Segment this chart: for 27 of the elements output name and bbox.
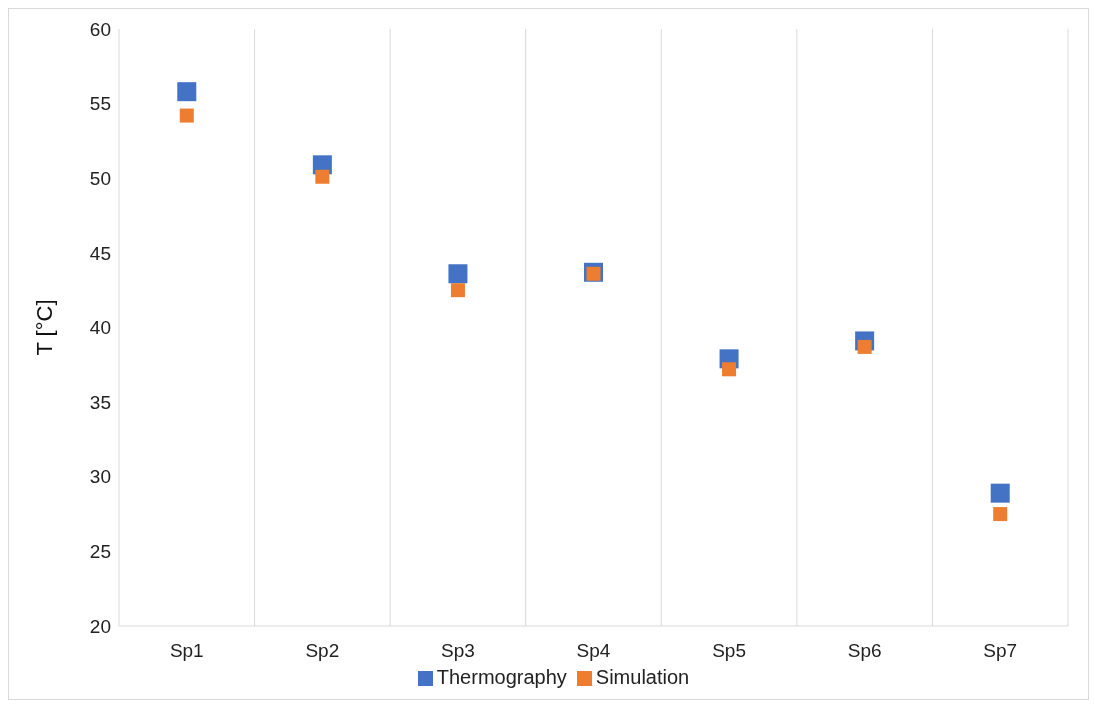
y-tick-label: 55 (89, 93, 111, 115)
y-axis-title: T [°C] (31, 299, 57, 356)
point (315, 169, 330, 184)
y-tick-label: 25 (89, 541, 111, 563)
point (179, 108, 194, 123)
point (722, 362, 737, 377)
legend-label: Thermography (436, 666, 567, 688)
point (993, 507, 1008, 522)
y-tick-label: 30 (89, 466, 111, 488)
legend-label: Simulation (595, 666, 690, 688)
point (177, 82, 197, 102)
point (450, 283, 465, 298)
x-tick-label: Sp6 (847, 640, 882, 662)
x-tick-label: Sp3 (441, 640, 475, 662)
x-tick-label: Sp7 (983, 640, 1018, 662)
y-tick-label: 60 (89, 18, 111, 40)
point (448, 264, 468, 284)
y-tick-label: 20 (89, 615, 111, 637)
x-tick-label: Sp1 (169, 640, 204, 662)
y-tick-label: 40 (89, 317, 111, 339)
y-tick-label: 50 (89, 167, 111, 189)
x-tick-label: Sp4 (576, 640, 611, 662)
y-tick-label: 35 (89, 391, 111, 413)
x-tick-label: Sp2 (305, 640, 340, 662)
x-tick-label: Sp5 (712, 640, 746, 662)
point (990, 483, 1010, 503)
y-tick-label: 45 (89, 242, 111, 264)
